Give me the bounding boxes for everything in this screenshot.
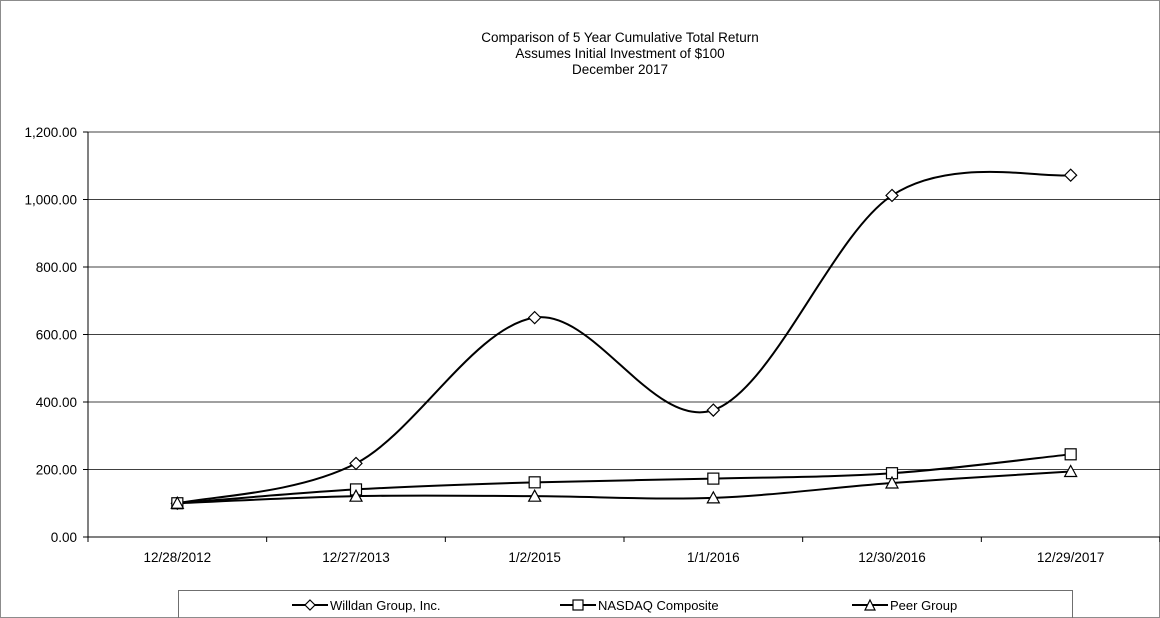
data-point-square bbox=[528, 476, 541, 489]
data-point-square bbox=[1064, 448, 1077, 461]
data-point-square bbox=[707, 472, 720, 485]
data-point-triangle bbox=[884, 475, 900, 489]
data-point-triangle bbox=[348, 488, 364, 502]
y-tick-label: 600.00 bbox=[36, 328, 77, 343]
x-tick-label: 1/2/2015 bbox=[508, 550, 561, 565]
chart-title: Comparison of 5 Year Cumulative Total Re… bbox=[481, 30, 759, 45]
x-tick-label: 12/29/2017 bbox=[1037, 550, 1105, 565]
legend-item-willdan: Willdan Group, Inc. bbox=[292, 596, 441, 614]
y-tick-label: 800.00 bbox=[36, 260, 77, 275]
y-tick-label: 1,000.00 bbox=[24, 193, 77, 208]
legend-label: Willdan Group, Inc. bbox=[330, 597, 441, 613]
y-tick-label: 1,200.00 bbox=[24, 125, 77, 140]
legend-label: NASDAQ Composite bbox=[598, 597, 719, 613]
series-line-diamond bbox=[177, 170, 1071, 505]
data-point-triangle bbox=[1063, 464, 1078, 478]
data-point-diamond bbox=[1063, 168, 1078, 183]
gridlines bbox=[88, 131, 1160, 470]
legend-item-peer: Peer Group bbox=[852, 596, 957, 614]
legend-diamond-icon bbox=[292, 599, 328, 611]
series-line-triangle bbox=[177, 470, 1071, 505]
data-point-triangle bbox=[527, 488, 542, 502]
axes bbox=[83, 131, 1160, 542]
x-tick-label: 12/27/2013 bbox=[322, 550, 390, 565]
chart-titles: Comparison of 5 Year Cumulative Total Re… bbox=[0, 30, 1160, 78]
y-tick-label: 400.00 bbox=[36, 395, 77, 410]
x-tick-label: 12/28/2012 bbox=[144, 550, 212, 565]
chart-subtitle-2: December 2017 bbox=[571, 62, 669, 77]
data-point-diamond bbox=[349, 456, 363, 471]
series-markers bbox=[170, 168, 1078, 511]
x-axis-tick-labels: 12/28/2012 12/27/2013 1/2/2015 1/1/2016 12/3… bbox=[144, 550, 1105, 565]
x-tick-label: 1/1/2016 bbox=[687, 550, 740, 565]
chart-subtitle-1: Assumes Initial Investment of $100 bbox=[515, 46, 725, 61]
data-point-triangle bbox=[706, 490, 721, 504]
series-line-square bbox=[177, 453, 1071, 505]
legend-label: Peer Group bbox=[890, 597, 958, 613]
legend-item-nasdaq: NASDAQ Composite bbox=[560, 596, 719, 614]
data-point-diamond bbox=[527, 310, 542, 325]
x-tick-label: 12/30/2016 bbox=[858, 550, 926, 565]
data-point-triangle bbox=[170, 495, 185, 509]
legend-triangle-icon bbox=[852, 598, 888, 611]
y-tick-label: 0.00 bbox=[51, 530, 77, 545]
legend-square-icon bbox=[560, 599, 596, 611]
data-point-diamond bbox=[885, 188, 899, 203]
data-point-diamond bbox=[706, 403, 721, 417]
y-tick-label: 200.00 bbox=[36, 463, 77, 478]
series-lines bbox=[177, 170, 1071, 505]
y-axis-tick-labels: 0.00 200.00 400.00 600.00 800.00 1,000.00 1,20… bbox=[24, 125, 77, 545]
legend: Willdan Group, Inc. NASDAQ Composite Pee… bbox=[178, 590, 1073, 618]
